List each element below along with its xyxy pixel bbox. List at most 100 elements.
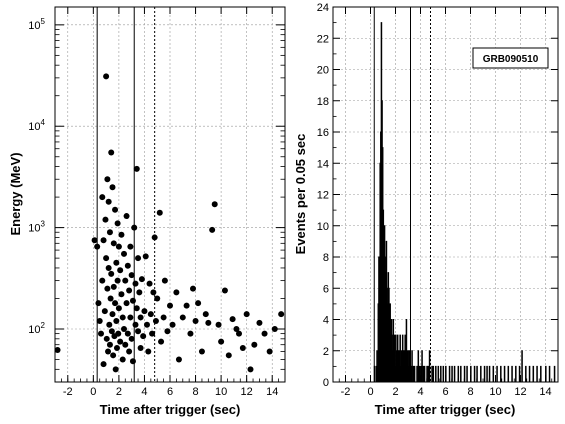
right-y-tick-label: 18 <box>317 96 329 108</box>
scatter-point <box>100 361 107 368</box>
scatter-point <box>236 330 242 337</box>
scatter-point <box>121 250 127 257</box>
scatter-point <box>105 198 112 205</box>
right-y-tick-label: 22 <box>317 33 329 45</box>
scatter-point <box>99 194 106 201</box>
scatter-point <box>146 280 153 287</box>
right-plot-frame <box>332 6 559 383</box>
left-y-tick-label: 103 <box>28 220 45 235</box>
histogram-bars <box>373 22 556 382</box>
histogram-bar <box>411 350 413 382</box>
scatter-point <box>98 330 104 337</box>
scatter-point <box>115 243 122 250</box>
histogram-bar <box>432 365 435 382</box>
scatter-point <box>108 270 115 277</box>
scatter-point <box>128 335 135 342</box>
scatter-point <box>147 311 154 318</box>
histogram-bar <box>492 365 495 382</box>
scatter-point <box>94 243 101 250</box>
left-y-tick-label: 104 <box>28 118 45 133</box>
scatter-point <box>145 348 152 355</box>
scatter-point <box>117 338 124 345</box>
left-y-tick-label: 105 <box>28 17 45 32</box>
left-x-tick-label: 4 <box>141 386 147 398</box>
right-y-tick-label: 0 <box>323 377 329 389</box>
scatter-point <box>110 283 117 290</box>
scatter-point <box>103 255 110 262</box>
right-y-tick-label: 24 <box>317 2 329 14</box>
scatter-point <box>173 289 180 296</box>
scatter-point <box>164 328 171 335</box>
histogram-bar <box>427 365 430 382</box>
histogram-bar <box>422 365 425 382</box>
right-x-tick-label: 8 <box>467 386 473 398</box>
left-y-tick-exponent: 5 <box>41 17 46 26</box>
scatter-point <box>124 262 131 269</box>
scatter-point <box>99 277 106 284</box>
scatter-point <box>106 229 113 236</box>
scatter-point <box>169 321 176 328</box>
scatter-point <box>151 234 158 241</box>
scatter-point <box>167 302 173 309</box>
left-x-tick-label: 14 <box>266 386 278 398</box>
histogram-bar <box>453 365 456 382</box>
right-y-tick-label: 8 <box>323 252 329 264</box>
right-y-tick-label: 2 <box>323 346 329 358</box>
scatter-point <box>106 341 113 348</box>
scatter-point <box>137 344 144 351</box>
right-reference-lines <box>373 7 431 382</box>
scatter-point <box>107 295 114 302</box>
histogram-bar <box>503 365 506 382</box>
scatter-points <box>55 73 285 373</box>
scatter-point <box>105 348 112 355</box>
scatter-point <box>215 321 222 328</box>
scatter-point <box>108 328 115 335</box>
histogram-bar <box>500 365 502 382</box>
left-y-tick-label: 102 <box>28 321 45 336</box>
histogram-bar <box>437 365 440 382</box>
histogram-bar <box>410 365 412 382</box>
left-x-tick-label: 6 <box>167 386 173 398</box>
histogram-bar <box>518 365 521 382</box>
histogram-bar <box>536 365 538 382</box>
scatter-point <box>218 338 225 345</box>
scatter-point <box>198 348 205 355</box>
scatter-point <box>101 308 108 315</box>
histogram-bar <box>532 365 535 382</box>
histogram-bar <box>488 365 491 382</box>
legend-label: GRB090510 <box>483 54 539 65</box>
scatter-point <box>121 325 127 332</box>
right-x-tick-label: 4 <box>417 386 423 398</box>
scatter-point <box>127 243 134 250</box>
scatter-point <box>211 201 218 208</box>
right-x-tick-label: 10 <box>489 386 501 398</box>
histogram-bar <box>548 365 551 382</box>
histogram-bar <box>435 365 437 382</box>
scatter-point <box>118 291 125 298</box>
scatter-point <box>158 338 165 345</box>
histogram-bar <box>460 365 462 382</box>
scatter-point <box>103 73 110 80</box>
histogram-bar <box>413 365 416 382</box>
left-x-tick-label: 10 <box>215 386 227 398</box>
histogram-bar <box>521 350 523 382</box>
left-y-tick-base: 10 <box>28 223 40 235</box>
scatter-point <box>175 356 182 363</box>
scatter-point <box>126 287 133 294</box>
histogram-bar <box>528 365 531 382</box>
histogram-bar <box>412 365 415 382</box>
left-y-tick-base: 10 <box>28 324 40 336</box>
scatter-point <box>160 314 167 321</box>
histogram-bar <box>507 365 510 382</box>
scatter-point <box>247 366 254 373</box>
scatter-point <box>115 330 122 337</box>
scatter-point <box>112 300 119 307</box>
histogram-bar <box>393 334 396 382</box>
scatter-point <box>113 344 120 351</box>
left-y-tick-base: 10 <box>28 20 40 32</box>
scatter-point <box>205 319 212 326</box>
scatter-point <box>133 305 140 312</box>
scatter-point <box>229 316 236 323</box>
